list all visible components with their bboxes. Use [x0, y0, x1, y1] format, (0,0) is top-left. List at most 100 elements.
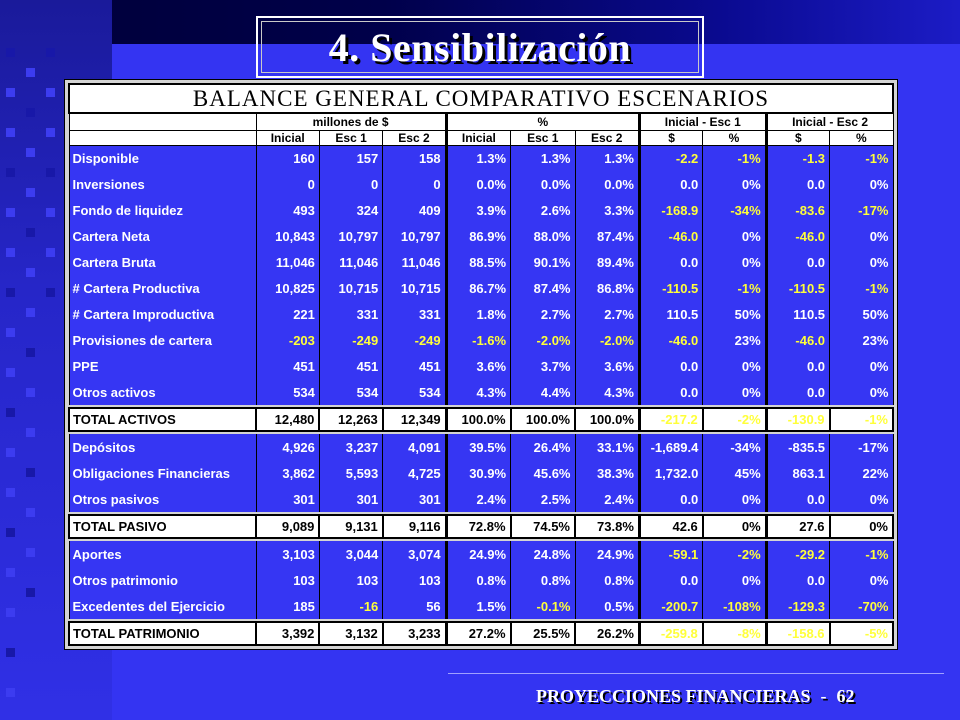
row-value: -46.0	[638, 327, 704, 353]
balance-table: BALANCE GENERAL COMPARATIVO ESCENARIOS m…	[67, 83, 895, 646]
row-value: 0%	[829, 353, 894, 379]
row-value: 23%	[829, 327, 894, 353]
row-value: -108%	[702, 593, 768, 619]
row-value: -130.9	[765, 407, 831, 432]
table-row: PPE 451 451 451 3.6% 3.7% 3.6% 0.0 0% 0.0 0%	[68, 353, 894, 379]
row-value: 0.0	[638, 567, 704, 593]
row-value: -110.5	[765, 275, 831, 301]
row-label: TOTAL PASIVO	[67, 514, 258, 539]
decorative-square	[26, 388, 35, 397]
group-header-percent: %	[445, 112, 641, 131]
row-value: -16	[318, 593, 384, 619]
total-patrimonio-row: TOTAL PATRIMONIO 3,392 3,132 3,233 27.2% 25.5…	[67, 621, 895, 646]
row-value: -1,689.4	[638, 434, 704, 460]
table-row: Obligaciones Financieras 3,862 5,593 4,725 3…	[68, 460, 894, 486]
row-value: -1%	[829, 275, 894, 301]
row-value: 534	[382, 379, 448, 405]
row-value: 3.9%	[445, 197, 512, 223]
row-value: 38.3%	[574, 460, 641, 486]
column-subheader: $	[638, 129, 704, 146]
row-value: 3,862	[255, 460, 320, 486]
row-value: 10,797	[318, 223, 384, 249]
row-value: 89.4%	[574, 249, 641, 275]
row-value: 10,715	[318, 275, 384, 301]
table-row: # Cartera Improductiva 221 331 331 1.8% 2.7% 2…	[68, 301, 894, 327]
row-value: 9,131	[318, 514, 384, 539]
row-value: -835.5	[765, 434, 831, 460]
row-label: # Cartera Productiva	[68, 275, 257, 301]
row-value: 88.5%	[445, 249, 512, 275]
row-value: -34%	[702, 197, 768, 223]
decorative-square	[6, 328, 15, 337]
row-value: 331	[382, 301, 448, 327]
row-value: 451	[382, 353, 448, 379]
group-header-esc1-diff: Inicial - Esc 1	[638, 112, 768, 131]
row-label: Inversiones	[68, 171, 257, 197]
row-value: 86.9%	[445, 223, 512, 249]
row-value: 221	[255, 301, 320, 327]
table-row: Provisiones de cartera -203 -249 -249 -1.6% -…	[68, 327, 894, 353]
decorative-square	[26, 68, 35, 77]
row-value: -46.0	[638, 223, 704, 249]
page-number: 62	[836, 686, 855, 706]
row-value: 0.0	[638, 249, 704, 275]
row-value: -1%	[702, 275, 768, 301]
decorative-square	[6, 448, 15, 457]
row-label: Disponible	[68, 145, 257, 171]
row-value: 0%	[829, 567, 894, 593]
row-value: 2.4%	[574, 486, 641, 512]
row-value: -200.7	[638, 593, 704, 619]
row-value: 30.9%	[445, 460, 512, 486]
row-value: 33.1%	[574, 434, 641, 460]
row-value: -1%	[829, 145, 894, 171]
row-value: 3,103	[255, 541, 320, 567]
row-value: 1.3%	[510, 145, 576, 171]
row-label: Aportes	[68, 541, 257, 567]
column-subheader: Inicial	[255, 129, 320, 146]
section-gap	[69, 538, 893, 541]
row-value: 0.0	[765, 379, 831, 405]
row-value: -17%	[829, 197, 894, 223]
row-value: -0.1%	[510, 593, 576, 619]
footer-text: PROYECCIONES FINANCIERAS	[536, 686, 811, 706]
row-value: 9,116	[381, 514, 448, 539]
decorative-square	[26, 228, 35, 237]
row-value: -249	[318, 327, 384, 353]
row-value: 0.0%	[510, 171, 576, 197]
decorative-square	[26, 108, 35, 117]
column-subheader: Esc 1	[510, 129, 576, 146]
row-value: 87.4%	[574, 223, 641, 249]
row-label: Provisiones de cartera	[68, 327, 257, 353]
footer-divider	[448, 673, 944, 674]
decorative-square	[6, 488, 15, 497]
row-value: -5%	[828, 621, 895, 646]
decorative-square	[6, 408, 15, 417]
section-gap	[69, 431, 893, 434]
footer-separator: -	[820, 686, 827, 706]
section-gap	[69, 619, 893, 622]
decorative-square	[26, 148, 35, 157]
row-value: 301	[255, 486, 320, 512]
table-row: Excedentes del Ejercicio 185 -16 56 1.5% -0.1…	[68, 593, 894, 619]
row-value: 1.3%	[445, 145, 512, 171]
row-value: -129.3	[765, 593, 831, 619]
row-value: 0.0	[638, 379, 704, 405]
row-value: 100.0%	[509, 407, 577, 432]
decorative-square	[6, 648, 15, 657]
row-value: 493	[255, 197, 320, 223]
row-value: -2.2	[638, 145, 704, 171]
row-value: 22%	[829, 460, 894, 486]
row-value: 27.2%	[445, 621, 512, 646]
decorative-square	[26, 548, 35, 557]
row-value: 0	[255, 171, 320, 197]
decorative-square	[6, 528, 15, 537]
row-value: 3,044	[318, 541, 384, 567]
row-value: 110.5	[765, 301, 831, 327]
row-value: 86.8%	[574, 275, 641, 301]
row-value: 90.1%	[510, 249, 576, 275]
decorative-square	[46, 128, 55, 137]
row-value: -217.2	[638, 407, 704, 432]
row-value: 534	[255, 379, 320, 405]
column-subheader: %	[829, 129, 894, 146]
decorative-square	[26, 188, 35, 197]
